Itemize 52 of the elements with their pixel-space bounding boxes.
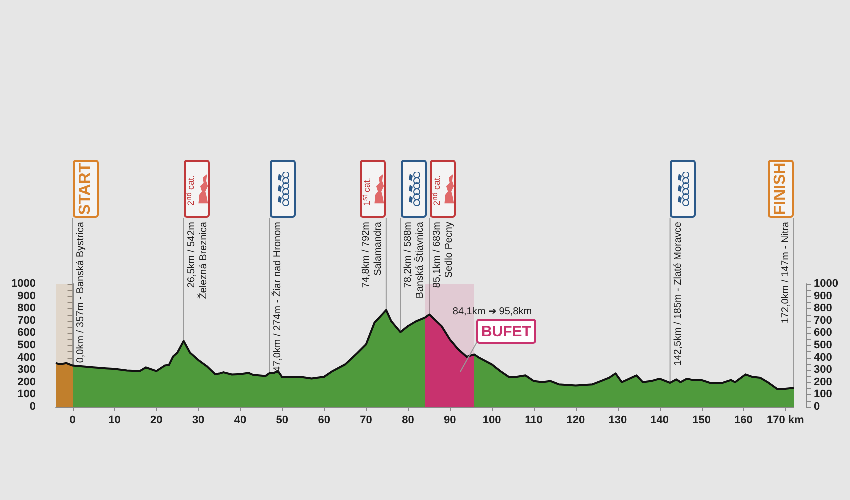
ref-line-label: 142,5km / 185m - Zlaté Moravce: [672, 222, 684, 366]
ref-line-label: 74,8km / 792m Salamandra: [360, 222, 384, 288]
x-tick-label: 100: [482, 414, 502, 426]
y-tick-label: 700: [18, 314, 36, 327]
y-tick-label: 900: [18, 290, 36, 302]
y2-tick-label: 700: [814, 314, 832, 327]
annotation: 84,1km ➔ 95,8km: [452, 306, 532, 318]
text: FINISH: [772, 162, 790, 216]
y2-tick-label: 300: [814, 364, 832, 376]
y-tick-label: 500: [18, 340, 36, 352]
y-tick-label: 0: [30, 401, 36, 413]
x-tick-label: 120: [566, 414, 586, 426]
ref-line-label: 85,1km / 683m Sedlo Pecny: [432, 222, 456, 288]
x-tick-label: 130: [608, 414, 628, 426]
y2-tick-label: 100: [814, 388, 832, 401]
x-tick-label: 0: [70, 414, 76, 426]
x-tick-label: 80: [402, 414, 414, 426]
x-tick-label: 30: [192, 414, 205, 426]
y-tick-label: 200: [18, 376, 36, 388]
x-tick-label: 20: [150, 414, 163, 426]
text: START: [76, 162, 95, 216]
band-label: BUFET: [481, 324, 532, 340]
y2-tick-label: 1000: [814, 278, 838, 290]
x-tick-label: 90: [444, 414, 456, 426]
x-tick-label: 50: [276, 414, 289, 426]
x-tick-label: 60: [318, 414, 330, 426]
y2-tick-label: 500: [814, 340, 832, 352]
y2-tick-label: 800: [814, 302, 832, 315]
x-tick-label: 160: [734, 414, 753, 426]
y-tick-label: 300: [18, 364, 36, 376]
y-tick-label: 600: [18, 327, 36, 340]
y2-tick-label: 400: [814, 352, 832, 364]
x-tick-label: 150: [692, 414, 711, 426]
ref-line-label: 47,0km / 274m - Žiar nad Hronom: [271, 222, 284, 372]
ref-line-label: 26,5km / 542m Železná Breznica: [186, 222, 210, 300]
x-tick-label: 40: [234, 414, 247, 426]
x-tick-label: 10: [108, 414, 121, 426]
ref-line-label: 78,2km / 588m Banská Štiavnica: [403, 222, 426, 299]
y2-tick-label: 0: [814, 401, 820, 413]
y2-tick-label: 200: [814, 376, 832, 388]
y-tick-label: 1000: [12, 278, 36, 290]
ref-line-label: 172,0km / 147m - Nitra: [780, 222, 792, 324]
ref-line-label: 0,0km / 357m - Banská Bystrica: [75, 222, 86, 364]
y2-tick-label: 600: [814, 327, 832, 340]
y2-tick-label: 900: [814, 290, 832, 302]
x-tick-label: 70: [360, 414, 372, 426]
x-tick-label: 140: [650, 414, 669, 426]
x-tick-label: 170 km: [766, 414, 804, 426]
y-tick-label: 100: [18, 388, 36, 401]
y-tick-label: 800: [18, 302, 36, 315]
y-tick-label: 400: [18, 352, 36, 364]
x-tick-label: 110: [525, 414, 543, 426]
